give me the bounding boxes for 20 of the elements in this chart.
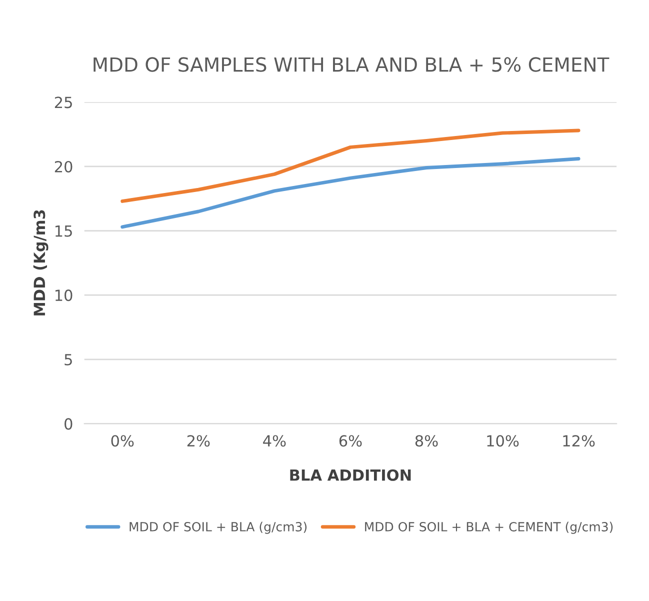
x-axis-title: BLA ADDITION — [290, 469, 411, 481]
legend-label: MDD OF SOIL + BLA + CEMENT (g/cm3) — [365, 522, 613, 534]
legend-label: MDD OF SOIL + BLA (g/cm3) — [130, 522, 307, 534]
y-tick-label: 5 — [64, 354, 72, 366]
x-tick-label: 6% — [339, 435, 362, 447]
x-tick-label: 8% — [415, 435, 438, 447]
y-tick-label: 10 — [55, 290, 72, 302]
x-tick-label: 10% — [487, 435, 519, 447]
y-axis-title: MDD (Kg/m3 — [33, 210, 48, 316]
x-tick-label: 0% — [111, 435, 134, 447]
x-tick-label: 4% — [263, 435, 286, 447]
y-tick-label: 15 — [55, 225, 72, 237]
chart-title: MDD OF SAMPLES WITH BLA AND BLA + 5% CEMENT — [94, 57, 610, 72]
x-tick-label: 12% — [563, 435, 595, 447]
y-tick-label: 20 — [54, 160, 72, 172]
line-series — [120, 128, 580, 203]
line-series — [120, 157, 580, 229]
x-tick-label: 2% — [187, 435, 210, 447]
y-tick-label: 25 — [54, 96, 72, 108]
y-tick-label: 0 — [64, 418, 72, 430]
